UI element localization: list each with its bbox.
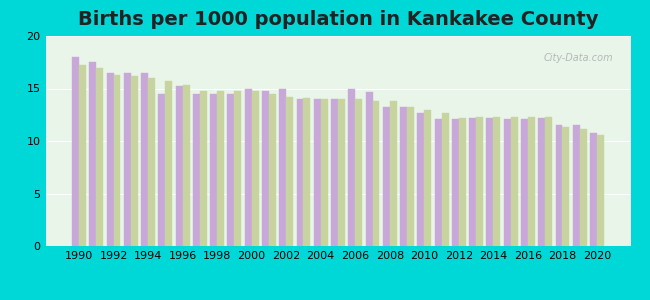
Bar bbox=[227, 94, 235, 246]
Bar bbox=[304, 98, 310, 246]
Bar bbox=[538, 118, 545, 246]
Bar bbox=[314, 99, 320, 246]
Bar bbox=[556, 125, 562, 246]
Bar bbox=[562, 127, 569, 246]
Bar bbox=[320, 99, 328, 246]
Title: Births per 1000 population in Kankakee County: Births per 1000 population in Kankakee C… bbox=[78, 10, 598, 29]
Bar bbox=[452, 119, 459, 246]
Bar bbox=[200, 91, 207, 246]
Bar bbox=[469, 118, 476, 246]
Bar bbox=[72, 57, 79, 246]
Bar bbox=[141, 73, 148, 246]
Bar bbox=[383, 107, 390, 246]
Bar bbox=[424, 110, 431, 246]
Bar bbox=[296, 99, 304, 246]
Bar bbox=[590, 133, 597, 246]
Bar bbox=[245, 88, 252, 246]
Legend: Kankakee County, Illinois: Kankakee County, Illinois bbox=[218, 296, 458, 300]
Bar bbox=[210, 94, 217, 246]
Bar bbox=[193, 94, 200, 246]
Bar bbox=[356, 99, 362, 246]
Bar bbox=[511, 117, 517, 246]
Bar bbox=[573, 125, 580, 246]
Bar bbox=[545, 117, 552, 246]
Bar bbox=[459, 118, 466, 246]
Bar bbox=[493, 117, 501, 246]
Bar bbox=[476, 117, 483, 246]
Bar bbox=[89, 62, 96, 246]
Bar bbox=[217, 91, 224, 246]
Bar bbox=[114, 75, 120, 246]
Bar bbox=[407, 107, 414, 246]
Bar bbox=[597, 135, 604, 246]
Bar bbox=[148, 78, 155, 246]
Bar bbox=[580, 129, 587, 246]
Bar bbox=[528, 117, 535, 246]
Bar bbox=[252, 91, 259, 246]
Bar bbox=[417, 112, 424, 246]
Bar bbox=[441, 112, 448, 246]
Bar bbox=[183, 85, 190, 246]
Bar bbox=[486, 118, 493, 246]
Bar bbox=[372, 101, 380, 246]
Bar bbox=[235, 91, 241, 246]
Bar bbox=[435, 119, 441, 246]
Bar bbox=[504, 119, 511, 246]
Bar bbox=[286, 97, 293, 246]
Bar bbox=[390, 101, 396, 246]
Bar bbox=[269, 94, 276, 246]
Bar bbox=[338, 99, 345, 246]
Bar bbox=[348, 88, 356, 246]
Bar bbox=[331, 99, 338, 246]
Bar bbox=[521, 119, 528, 246]
Bar bbox=[176, 86, 183, 246]
Text: City-Data.com: City-Data.com bbox=[543, 53, 613, 63]
Bar bbox=[124, 73, 131, 246]
Bar bbox=[366, 92, 372, 246]
Bar bbox=[96, 68, 103, 246]
Bar bbox=[280, 88, 286, 246]
Bar bbox=[159, 94, 165, 246]
Bar bbox=[262, 91, 269, 246]
Bar bbox=[107, 73, 114, 246]
Bar bbox=[165, 81, 172, 246]
Bar bbox=[79, 65, 86, 246]
Bar bbox=[400, 107, 407, 246]
Bar bbox=[131, 76, 138, 246]
